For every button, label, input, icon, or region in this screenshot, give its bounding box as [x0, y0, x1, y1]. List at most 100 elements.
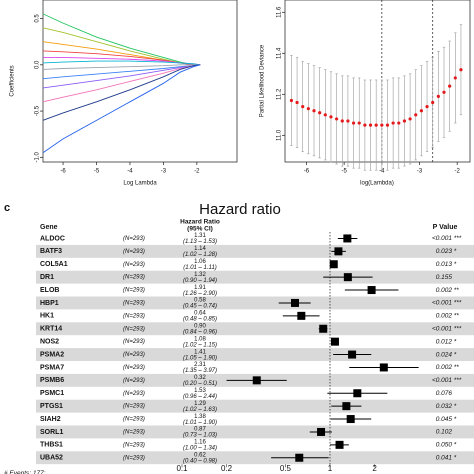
p-stars: * [454, 338, 457, 345]
hr-box [295, 453, 304, 462]
hr-label: 1.06 [194, 259, 206, 265]
hr-label: 0.64 [194, 311, 206, 317]
ci-label: (0.96 – 2.44) [183, 394, 217, 400]
p-value: 0.013 [436, 261, 453, 268]
hr-box [353, 389, 362, 398]
n-label: (N=293) [123, 430, 145, 436]
x-tick-label: -3 [161, 169, 167, 175]
p-value: 0.002 [436, 364, 453, 371]
p-stars: ** [454, 287, 460, 294]
deviance-point [351, 121, 356, 125]
deviance-point [431, 100, 435, 105]
y-tick-label: -0.5 [35, 105, 41, 116]
hr-box [367, 286, 376, 295]
p-value: 0.002 [436, 313, 453, 320]
hr-label: 0.87 [194, 427, 206, 433]
ci-label: (0.48 – 0.85) [183, 317, 217, 323]
ci-label: (1.01 – 1.11) [183, 265, 217, 271]
p-stars: * [454, 442, 457, 449]
x-tick-label: -4 [379, 169, 385, 175]
ci-label: (1.02 – 1.63) [183, 407, 217, 413]
p-value: <0.001 [432, 325, 452, 332]
hr-box [252, 376, 261, 385]
hr-label: 1.16 [194, 440, 206, 446]
coef-path [42, 60, 201, 66]
gene-label: SORL1 [40, 429, 63, 436]
p-value: 0.023 [436, 248, 453, 255]
hr-box [297, 311, 306, 320]
hr-label: 0.90 [194, 324, 206, 330]
ci-label: (1.05 – 1.90) [183, 355, 217, 361]
hr-box [346, 415, 355, 424]
deviance-point [318, 111, 322, 115]
ci-label: (0.20 – 0.51) [183, 381, 217, 387]
p-value: <0.001 [432, 235, 452, 242]
gene-label: DR1 [40, 274, 54, 281]
hr-box [348, 350, 357, 359]
deviance-point [408, 117, 412, 121]
coef-path [42, 64, 201, 103]
hr-box [329, 260, 338, 269]
ci-label: (0.40 – 0.98) [183, 459, 217, 465]
deviance-point [340, 119, 344, 123]
ci-label: (1.01 – 1.90) [183, 420, 217, 426]
row-band [36, 425, 474, 439]
hr-label: 1.53 [194, 388, 206, 394]
deviance-point [289, 98, 294, 103]
gene-header: Gene [40, 224, 58, 231]
cv-frame [284, 0, 471, 163]
ci-label: (1.00 – 1.34) [183, 446, 217, 452]
x-tick-label: 1 [328, 464, 333, 473]
row-band [36, 296, 474, 310]
p-stars: * [454, 416, 457, 423]
deviance-point [380, 123, 384, 127]
x-tick-label: -2 [455, 169, 461, 175]
p-value: 0.045 [436, 416, 453, 423]
n-label: (N=293) [123, 313, 145, 319]
x-tick-label: -5 [341, 169, 347, 175]
y-axis-label: Partial Likelihood Deviance [260, 44, 266, 117]
hr-box [335, 440, 344, 449]
p-stars: *** [454, 300, 462, 307]
y-axis-label: Coefficients [10, 65, 16, 96]
p-stars: * [454, 454, 457, 461]
row-band [36, 451, 474, 465]
p-value: 0.155 [436, 274, 453, 281]
ci-label: (0.84 – 0.96) [183, 330, 217, 336]
n-label: (N=293) [123, 455, 145, 461]
p-value: <0.001 [432, 300, 452, 307]
x-tick-label: 2 [372, 464, 377, 473]
forest-title: Hazard ratio [199, 201, 281, 218]
n-label: (N=293) [123, 417, 145, 423]
y-tick-label: 11.6 [277, 6, 283, 18]
deviance-point [346, 119, 350, 123]
p-value: 0.041 [436, 454, 453, 461]
p-stars: ** [454, 313, 460, 320]
row-band [36, 348, 474, 361]
p-value: 0.076 [436, 390, 453, 397]
hr-box [343, 234, 352, 243]
deviance-point [414, 113, 418, 117]
y-tick-label: -1.0 [35, 152, 41, 163]
gene-label: NOS2 [40, 338, 59, 345]
hr-label: 0.32 [194, 375, 206, 381]
footer-note: # Events: 177; [4, 470, 46, 474]
ci-label: (1.02 – 1.15) [183, 342, 217, 348]
row-band [36, 322, 474, 336]
gene-label: PSMA7 [40, 364, 64, 371]
hr-label: 1.08 [194, 336, 206, 342]
deviance-point [453, 76, 457, 80]
deviance-point [363, 123, 367, 127]
gene-label: ELOB [40, 287, 59, 294]
hr-header: Hazard Ratio [180, 219, 220, 226]
deviance-point [374, 123, 378, 127]
p-stars: * [454, 261, 457, 268]
gene-label: THBS1 [40, 442, 63, 449]
p-stars: *** [454, 325, 462, 332]
p-value: 0.050 [436, 442, 453, 449]
x-tick-label: 0.5 [280, 464, 292, 473]
p-stars: *** [454, 377, 462, 384]
gene-label: PSMA2 [40, 351, 64, 358]
p-value: <0.001 [432, 377, 452, 384]
